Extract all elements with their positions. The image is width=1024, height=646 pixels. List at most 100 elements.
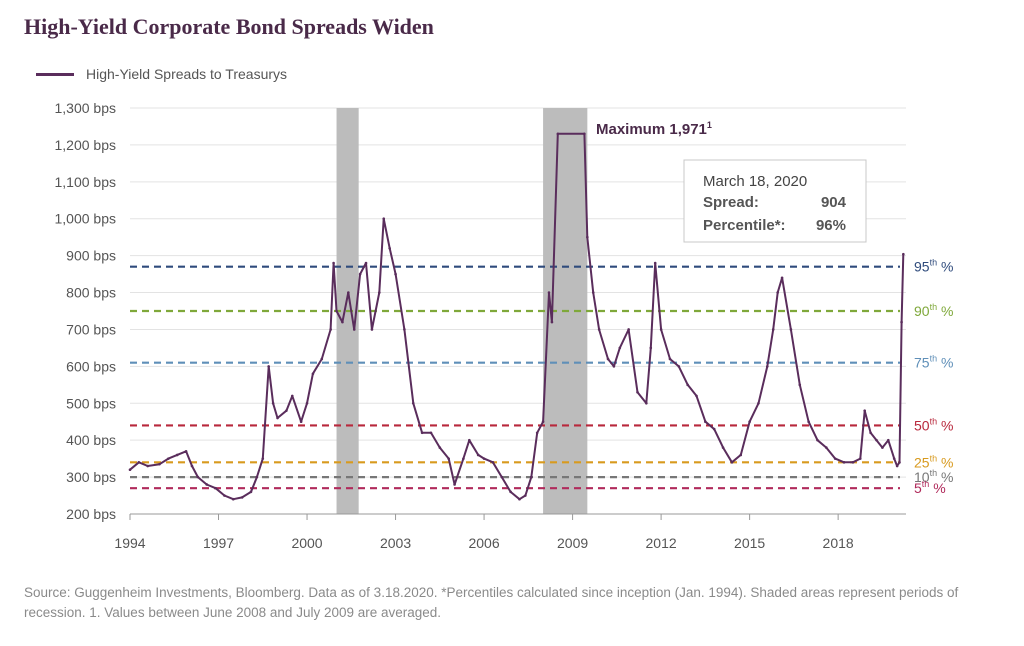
y-tick-label: 500 bps [66,395,116,411]
series-point [780,276,784,280]
series-point [146,464,150,468]
series-point [403,328,406,331]
x-tick-label: 2009 [557,535,588,551]
series-point [886,438,890,442]
series-point [462,457,465,460]
percentile-label: 95th % [914,258,953,275]
series-point [583,132,586,136]
series-point [636,390,639,394]
y-tick-label: 900 bps [66,248,116,264]
x-tick-label: 2018 [823,535,854,551]
series-point [858,457,862,460]
y-tick-label: 1,300 bps [55,100,117,116]
series-point [382,217,386,221]
series-point [285,409,288,412]
series-point [766,365,769,368]
series-point [240,496,244,499]
series-point [205,483,209,486]
series-point [347,291,350,294]
series-point [394,272,397,276]
series-point [668,357,672,361]
series-point [776,291,779,294]
y-tick-label: 300 bps [66,469,116,485]
percentile-label: 10th % [914,468,953,485]
x-tick-label: 2003 [380,535,411,551]
x-tick-label: 2000 [291,535,322,551]
x-tick-label: 2015 [734,535,765,551]
series-point [627,328,630,331]
series-point [618,346,622,350]
y-tick-label: 1,000 bps [55,211,117,227]
x-tick-label: 2006 [468,535,499,551]
series-point [447,457,450,460]
series-point [556,132,560,136]
series-point [645,401,648,405]
series-point [547,291,551,294]
maximum-annotation: Maximum 1,9711 [596,120,712,138]
series-point [550,320,554,324]
series-point [196,475,200,479]
series-point [875,438,878,442]
y-tick-label: 700 bps [66,321,116,337]
callout-spread-value: 904 [821,194,847,211]
series-point [276,416,279,420]
series-point [529,475,533,479]
series-point [255,475,259,479]
series-point [833,457,837,460]
series-point [892,457,896,460]
series-point [659,328,663,331]
series-point [453,483,456,486]
series-point [509,490,512,494]
y-tick-label: 200 bps [66,506,116,522]
y-tick-label: 400 bps [66,432,116,448]
series-point [184,449,188,453]
series-point [290,394,294,398]
series-point [332,261,335,265]
series-point [612,365,616,368]
series-point [606,357,610,361]
series-point [541,420,545,424]
spread-series-line [129,132,905,501]
series-point [881,446,884,449]
series-point [500,475,504,479]
x-tick-label: 1994 [114,535,145,551]
x-tick-label: 2012 [646,535,677,551]
series-point [128,468,132,472]
series-point [329,328,332,331]
series-point [748,420,751,424]
series-point [364,261,368,265]
series-point [137,461,141,464]
series-point [649,346,653,350]
y-tick-label: 600 bps [66,358,116,374]
series-point [597,328,601,331]
series-point [476,453,480,457]
series-point [299,420,303,424]
series-point [695,394,698,398]
callout-spread-label: Spread: [703,194,759,211]
percentile-label: 50th % [914,416,953,433]
percentile-label: 90th % [914,302,953,319]
legend-label: High-Yield Spreads to Treasurys [86,66,288,82]
series-point [898,461,901,464]
y-tick-label: 1,200 bps [55,137,117,153]
series-point [438,446,442,449]
series-point [223,494,226,497]
percentile-label: 25th % [914,453,953,470]
series-point [677,365,681,368]
series-point [261,457,265,460]
series-point [591,291,595,294]
series-point [190,464,194,468]
series-point [863,409,866,412]
series-point [175,453,179,457]
series-point [352,328,356,331]
series-point [900,320,903,324]
callout-percentile-label: Percentile*: [703,217,786,234]
series-point [468,438,471,442]
series-point [730,461,734,464]
series-point [358,272,362,276]
series-point [378,291,381,294]
series-point [816,438,819,442]
series-point [271,401,275,405]
series-point [482,457,486,460]
series-point [311,372,315,376]
